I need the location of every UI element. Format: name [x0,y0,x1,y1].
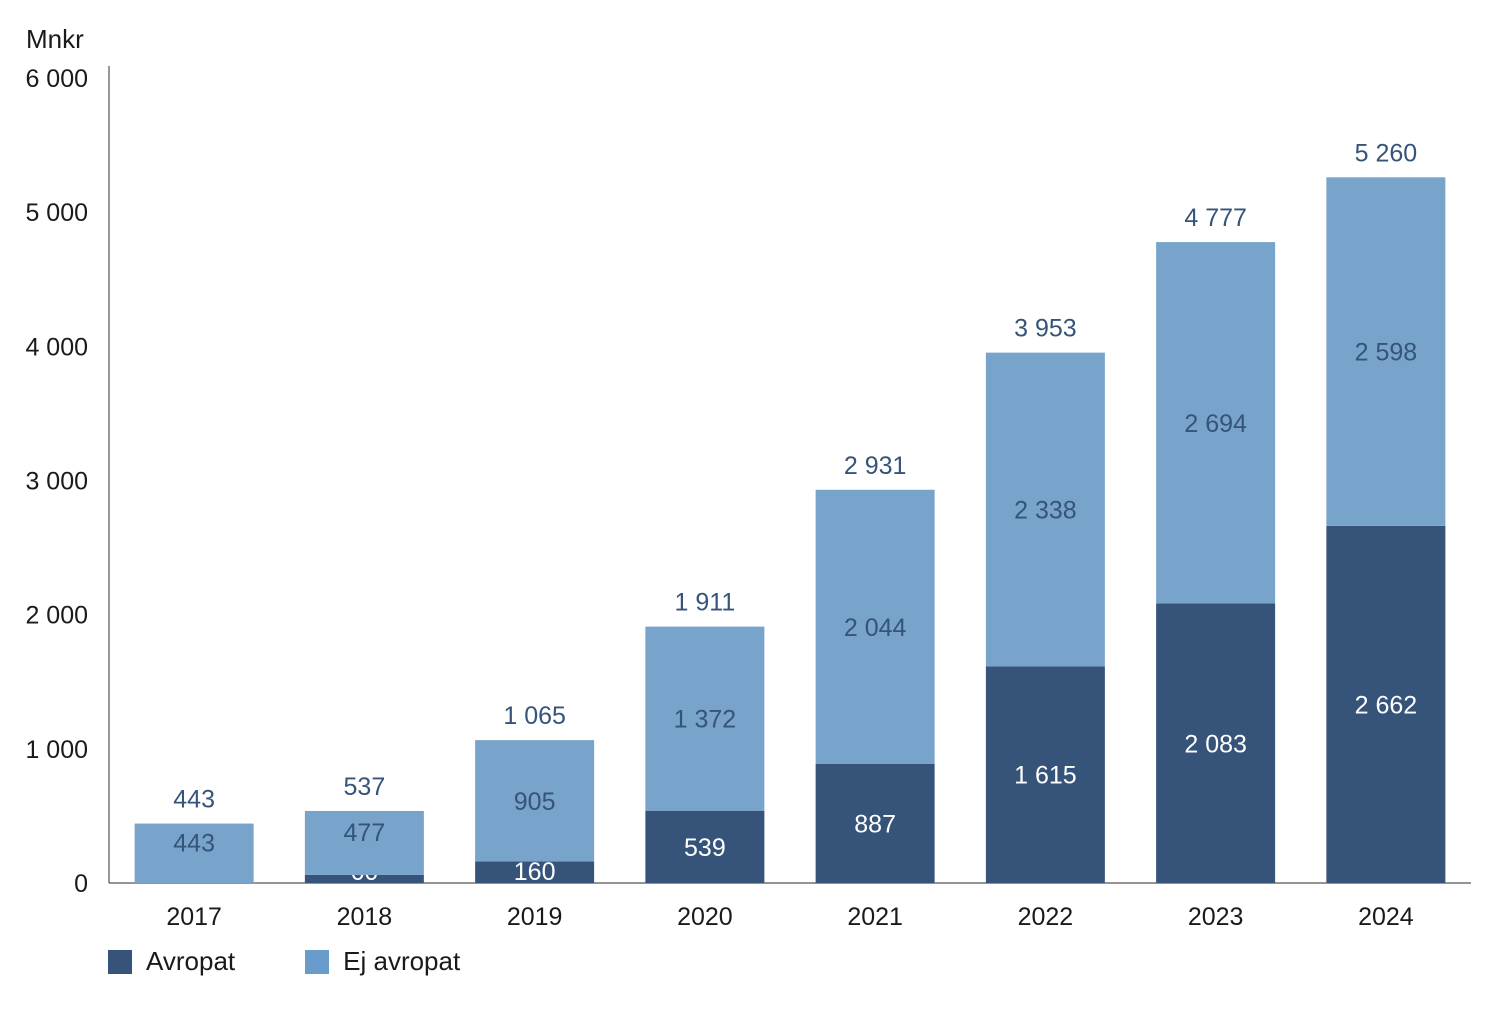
bar-segment-avropat [304,874,424,883]
x-tick-label: 2017 [166,903,222,931]
data-label-avropat: 539 [684,834,726,862]
bar-segment-ej-avropat [475,740,595,862]
y-tick-label: 0 [74,870,88,898]
bar-segment-avropat [645,810,765,883]
legend-label-ej-avropat: Ej avropat [343,946,461,976]
total-label: 2 931 [844,452,907,480]
bar-segment-ej-avropat [134,823,254,883]
x-tick-label: 2021 [847,903,903,931]
data-label-ej-avropat: 905 [514,788,556,816]
data-label-ej-avropat: 2 598 [1355,339,1418,367]
total-label: 443 [173,786,215,814]
total-label: 537 [344,773,386,801]
bar-segment-avropat [475,861,595,883]
data-label-avropat: 160 [514,858,556,886]
legend: Avropat Ej avropat [108,946,460,977]
legend-item-ej-avropat: Ej avropat [305,946,460,977]
data-label-avropat: 887 [854,810,896,838]
legend-item-avropat: Avropat [108,946,235,977]
y-tick-label: 3 000 [25,468,88,496]
data-label-avropat: 2 083 [1184,730,1247,758]
data-label-ej-avropat: 443 [173,829,215,857]
data-label-ej-avropat: 2 338 [1014,496,1077,524]
y-tick-label: 2 000 [25,602,88,630]
data-label-avropat: 2 662 [1355,691,1418,719]
total-label: 1 065 [503,702,566,730]
total-label: 4 777 [1184,204,1247,232]
legend-label-avropat: Avropat [146,946,236,976]
total-label: 3 953 [1014,315,1077,343]
total-label: 1 911 [675,589,736,617]
y-tick-label: 1 000 [25,736,88,764]
bar-segment-avropat [1326,525,1446,883]
data-label-ej-avropat: 2 694 [1184,410,1247,438]
y-tick-label: 5 000 [25,199,88,227]
y-axis-unit-label: Mnkr [26,24,84,54]
x-tick-label: 2024 [1358,903,1414,931]
bar-segment-avropat [985,666,1105,883]
x-tick-label: 2018 [337,903,393,931]
data-label-ej-avropat: 477 [344,819,386,847]
x-tick-label: 2020 [677,903,733,931]
data-label-ej-avropat: 1 372 [674,706,737,734]
legend-swatch-avropat [108,949,132,974]
bar-segment-ej-avropat [815,489,935,764]
x-tick-label: 2023 [1188,903,1244,931]
total-label: 5 260 [1355,139,1418,167]
y-tick-label: 6 000 [25,65,88,93]
bar-segment-avropat [1156,603,1276,883]
bar-segment-ej-avropat [1326,177,1446,526]
y-tick-label: 4 000 [25,333,88,361]
legend-swatch-ej-avropat [305,949,330,974]
bar-segment-ej-avropat [1156,242,1276,604]
x-tick-label: 2022 [1018,903,1074,931]
bar-segment-ej-avropat [985,352,1105,667]
bar-segment-avropat [815,763,935,883]
x-tick-label: 2019 [507,903,563,931]
bar-segment-ej-avropat [645,626,765,811]
data-label-ej-avropat: 2 044 [844,614,907,642]
data-label-avropat: 1 615 [1014,762,1077,790]
bar-segment-ej-avropat [304,810,424,875]
